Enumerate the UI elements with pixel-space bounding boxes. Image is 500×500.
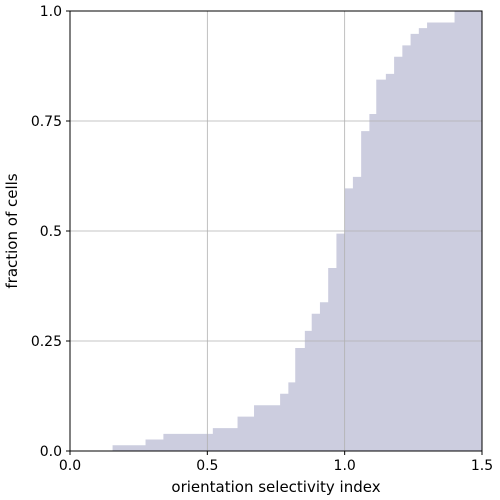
x-axis-ticks: 0.0 0.5 1.0 1.5 — [59, 451, 493, 474]
x-tick-label: 1.5 — [471, 458, 493, 474]
x-axis-label: orientation selectivity index — [171, 478, 380, 496]
y-tick-label: 0.0 — [40, 444, 62, 460]
y-axis-label: fraction of cells — [3, 173, 21, 288]
x-tick-label: 0.5 — [196, 458, 218, 474]
y-tick-label: 1.0 — [40, 4, 62, 20]
x-tick-label: 1.0 — [334, 458, 356, 474]
y-tick-label: 0.5 — [40, 224, 62, 240]
x-tick-label: 0.0 — [59, 458, 81, 474]
y-axis-ticks: 0.0 0.25 0.5 0.75 1.0 — [31, 4, 70, 460]
y-tick-label: 0.25 — [31, 334, 62, 350]
y-tick-label: 0.75 — [31, 114, 62, 130]
